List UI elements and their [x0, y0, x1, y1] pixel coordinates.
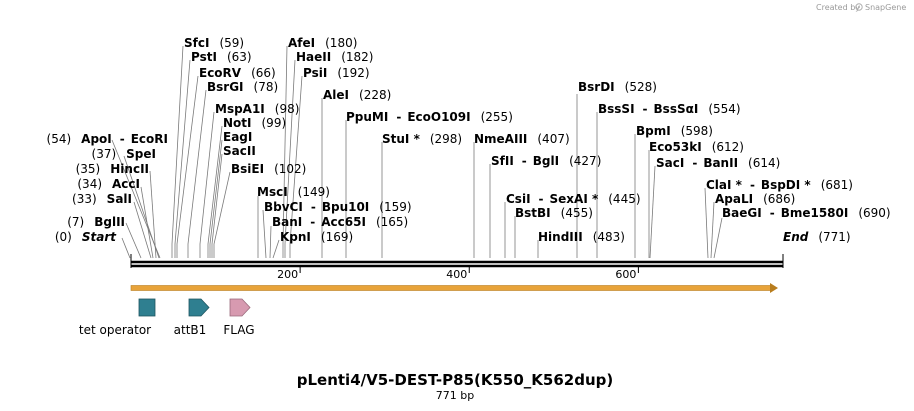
- site-label: NmeAIII (407): [474, 132, 570, 146]
- feature-flag: FLAG: [223, 298, 255, 337]
- site-label: HaeII (182): [296, 50, 374, 64]
- orf-bar: [130, 285, 772, 291]
- feature-tet-operator: tet operator: [79, 298, 156, 337]
- orf-arrowhead: [770, 283, 778, 293]
- site-label: BpmI (598): [636, 124, 713, 138]
- site-label: PpuMI - EcoO109I (255): [346, 110, 513, 124]
- site-label: BaeGI - Bme1580I (690): [722, 206, 891, 220]
- credit-text: Created by: [816, 3, 860, 12]
- site-label: AfeI (180): [288, 36, 357, 50]
- site-label: AleI (228): [323, 88, 391, 102]
- site-label: (33) SalI: [72, 192, 132, 206]
- credit-brand: SnapGene: [865, 3, 906, 12]
- plasmid-length: 771 bp: [436, 389, 474, 402]
- feature-label: attB1: [174, 323, 207, 337]
- site-label: BstBI (455): [515, 206, 593, 220]
- site-label: SacI - BanII (614): [656, 156, 780, 170]
- feature-attb1: attB1: [174, 298, 210, 337]
- site-label: NotI (99): [223, 116, 286, 130]
- site-label: BanI - Acc65I (165): [272, 215, 408, 229]
- tet-operator-box-icon: [138, 298, 156, 317]
- orf-arrow: [130, 283, 778, 293]
- site-label: SacII: [223, 144, 256, 158]
- site-label: (54) ApoI - EcoRI: [47, 132, 168, 146]
- site-label: (7) BglII: [67, 215, 125, 229]
- site-label: BbvCI - Bpu10I (159): [264, 200, 412, 214]
- sequence-backbone: [130, 254, 784, 268]
- site-label: PsiI (192): [303, 66, 370, 80]
- site-label: ApaLI (686): [715, 192, 795, 206]
- feature-label: FLAG: [223, 323, 254, 337]
- site-label: (35) HincII: [76, 162, 149, 176]
- site-label: BsiEI (102): [231, 162, 306, 176]
- flag-arrow-icon: [229, 298, 251, 317]
- end-label: End (771): [783, 230, 851, 244]
- site-label: BsrGI (78): [207, 80, 278, 94]
- leader-lines: [111, 45, 723, 259]
- site-label: ClaI * - BspDI * (681): [706, 178, 853, 192]
- site-label: StuI * (298): [382, 132, 462, 146]
- start-label: (0) Start: [55, 230, 117, 244]
- site-label: (37) SpeI: [92, 147, 156, 161]
- site-label: SfII - BglI (427): [491, 154, 601, 168]
- feature-label: tet operator: [79, 323, 151, 337]
- site-label: EcoRV (66): [199, 66, 276, 80]
- site-label: MspA1I (98): [215, 102, 299, 116]
- plasmid-title: pLenti4/V5-DEST-P85(K550_K562dup): [297, 371, 614, 389]
- snapgene-logo-icon: [855, 3, 863, 11]
- site-label: EagI: [223, 130, 252, 144]
- site-label: KpnI (169): [280, 230, 353, 244]
- bp-axis: 200 400 600: [277, 266, 639, 281]
- site-label: (34) AccI: [77, 177, 140, 191]
- site-label: MscI (149): [257, 185, 330, 199]
- attb1-arrow-icon: [188, 298, 210, 317]
- axis-tick-label: 400: [446, 268, 467, 281]
- site-label: BssSI - BssSαI (554): [598, 102, 741, 116]
- site-label: SfcI (59): [184, 36, 244, 50]
- site-label: CsiI - SexAI * (445): [506, 192, 641, 206]
- site-label: Eco53kI (612): [649, 140, 744, 154]
- axis-tick-label: 200: [277, 268, 298, 281]
- site-label: PstI (63): [191, 50, 252, 64]
- site-label: BsrDI (528): [578, 80, 657, 94]
- site-label: HindIII (483): [538, 230, 625, 244]
- axis-tick-label: 600: [615, 268, 636, 281]
